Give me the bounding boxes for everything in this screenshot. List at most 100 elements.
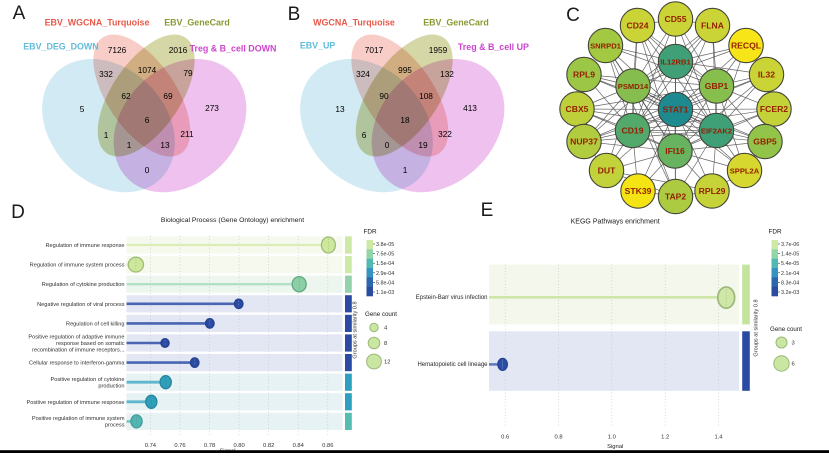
svg-text:13: 13 bbox=[160, 140, 170, 150]
svg-text:recombination of immune recept: recombination of immune receptors... bbox=[32, 347, 125, 353]
svg-text:Negative regulation of viral p: Negative regulation of viral process bbox=[37, 302, 125, 308]
svg-text:Biological Process (Gene Ontol: Biological Process (Gene Ontology) enric… bbox=[161, 217, 304, 224]
svg-text:EIF2AK2: EIF2AK2 bbox=[701, 126, 732, 135]
svg-text:IL32: IL32 bbox=[758, 69, 775, 79]
svg-text:Positive regulation of adaptiv: Positive regulation of adaptive immune bbox=[28, 335, 124, 341]
svg-text:Epstein-Barr virus infection: Epstein-Barr virus infection bbox=[416, 295, 488, 301]
svg-text:0: 0 bbox=[385, 140, 390, 150]
svg-text:7017: 7017 bbox=[365, 45, 384, 55]
svg-text:0.76: 0.76 bbox=[174, 443, 185, 449]
svg-text:108: 108 bbox=[419, 91, 433, 101]
svg-text:5.4e-05: 5.4e-05 bbox=[781, 261, 799, 267]
svg-text:FDR: FDR bbox=[769, 229, 783, 236]
svg-text:132: 132 bbox=[440, 69, 454, 79]
svg-text:PSMD14: PSMD14 bbox=[618, 82, 649, 91]
svg-text:0.86: 0.86 bbox=[322, 443, 333, 449]
svg-text:13: 13 bbox=[335, 104, 345, 114]
svg-text:995: 995 bbox=[398, 65, 412, 75]
svg-text:STAT1: STAT1 bbox=[663, 104, 689, 114]
svg-text:1.1e-03: 1.1e-03 bbox=[376, 290, 394, 296]
svg-text:1.0: 1.0 bbox=[608, 435, 616, 441]
svg-text:211: 211 bbox=[180, 129, 194, 139]
svg-text:EBV_DEG_DOWN: EBV_DEG_DOWN bbox=[23, 41, 98, 51]
svg-text:SNRPD1: SNRPD1 bbox=[590, 41, 622, 50]
svg-text:DUT: DUT bbox=[598, 165, 616, 175]
svg-text:SPPL2A: SPPL2A bbox=[730, 166, 760, 175]
svg-text:Regulation of cytokine product: Regulation of cytokine production bbox=[42, 282, 125, 288]
svg-text:FDR: FDR bbox=[364, 229, 378, 236]
svg-text:413: 413 bbox=[463, 103, 477, 113]
svg-text:CD19: CD19 bbox=[622, 125, 644, 135]
svg-text:CD24: CD24 bbox=[627, 20, 649, 30]
svg-text:12: 12 bbox=[384, 360, 390, 366]
svg-text:1: 1 bbox=[104, 130, 109, 140]
svg-text:1959: 1959 bbox=[429, 45, 448, 55]
svg-text:production: production bbox=[98, 383, 124, 389]
svg-text:process: process bbox=[105, 423, 125, 429]
svg-text:6: 6 bbox=[362, 130, 367, 140]
svg-text:CD55: CD55 bbox=[665, 14, 687, 24]
svg-text:RPL29: RPL29 bbox=[699, 186, 726, 196]
svg-text:0.78: 0.78 bbox=[204, 443, 215, 449]
svg-text:0.80: 0.80 bbox=[233, 443, 244, 449]
svg-text:3.2e-03: 3.2e-03 bbox=[781, 290, 799, 296]
svg-text:1074: 1074 bbox=[138, 65, 157, 75]
svg-text:0.84: 0.84 bbox=[293, 443, 305, 449]
svg-text:Gene count: Gene count bbox=[770, 326, 802, 333]
svg-text:RPL9: RPL9 bbox=[573, 69, 595, 79]
svg-text:WGCNA_Turquoise: WGCNA_Turquoise bbox=[313, 17, 395, 27]
svg-text:E: E bbox=[481, 200, 494, 221]
svg-text:Regulation of cell killing: Regulation of cell killing bbox=[66, 321, 124, 327]
svg-text:1.4: 1.4 bbox=[714, 435, 723, 441]
svg-text:324: 324 bbox=[356, 69, 370, 79]
svg-text:Treg & B_cell DOWN: Treg & B_cell DOWN bbox=[190, 44, 277, 54]
svg-text:TAP2: TAP2 bbox=[665, 191, 687, 201]
svg-text:IFI16: IFI16 bbox=[665, 146, 685, 156]
svg-text:IL12RB1: IL12RB1 bbox=[660, 57, 691, 66]
svg-text:GBP5: GBP5 bbox=[753, 136, 777, 146]
svg-text:GBP1: GBP1 bbox=[705, 81, 729, 91]
svg-text:273: 273 bbox=[205, 103, 219, 113]
svg-text:2.9e-04: 2.9e-04 bbox=[376, 271, 394, 277]
svg-text:0: 0 bbox=[145, 165, 150, 175]
svg-text:Positive regulation of cytokin: Positive regulation of cytokine bbox=[50, 377, 124, 383]
svg-text:0.6: 0.6 bbox=[501, 435, 509, 441]
svg-text:7.5e-05: 7.5e-05 bbox=[376, 252, 394, 258]
svg-text:2.1e-04: 2.1e-04 bbox=[781, 271, 799, 277]
svg-text:3.7e-06: 3.7e-06 bbox=[781, 242, 799, 248]
svg-text:5.8e-04: 5.8e-04 bbox=[376, 280, 394, 286]
svg-text:8.3e-04: 8.3e-04 bbox=[781, 280, 799, 286]
svg-text:0.74: 0.74 bbox=[145, 443, 157, 449]
svg-text:EBV_WGCNA_Turquoise: EBV_WGCNA_Turquoise bbox=[45, 17, 150, 27]
svg-text:90: 90 bbox=[379, 91, 389, 101]
svg-text:Regulation of immune system pr: Regulation of immune system process bbox=[30, 263, 125, 269]
svg-text:Groups at similarity 0.8: Groups at similarity 0.8 bbox=[353, 301, 359, 358]
svg-text:RECQL: RECQL bbox=[731, 40, 761, 50]
svg-text:Hematopoietic cell lineage: Hematopoietic cell lineage bbox=[417, 362, 488, 368]
svg-text:2016: 2016 bbox=[169, 45, 188, 55]
svg-text:3: 3 bbox=[792, 341, 795, 347]
svg-text:1: 1 bbox=[127, 140, 132, 150]
svg-text:8: 8 bbox=[384, 341, 387, 347]
svg-text:Groups at similarity 0.8: Groups at similarity 0.8 bbox=[754, 299, 760, 356]
svg-text:0.8: 0.8 bbox=[554, 435, 562, 441]
svg-text:62: 62 bbox=[121, 91, 131, 101]
svg-text:EBV_GeneCard: EBV_GeneCard bbox=[164, 17, 230, 27]
svg-text:Gene count: Gene count bbox=[365, 311, 397, 318]
svg-text:FCER2: FCER2 bbox=[760, 104, 788, 114]
svg-text:332: 332 bbox=[99, 69, 113, 79]
svg-text:322: 322 bbox=[438, 129, 452, 139]
svg-text:STK39: STK39 bbox=[625, 186, 652, 196]
svg-text:NUP37: NUP37 bbox=[570, 136, 598, 146]
svg-text:EBV_GeneCard: EBV_GeneCard bbox=[423, 17, 489, 27]
svg-text:6: 6 bbox=[792, 362, 795, 368]
svg-text:A: A bbox=[13, 3, 26, 24]
svg-text:19: 19 bbox=[418, 140, 428, 150]
svg-text:KEGG Pathways enrichment: KEGG Pathways enrichment bbox=[571, 219, 660, 226]
svg-text:69: 69 bbox=[163, 91, 173, 101]
svg-text:Positive regulation of immune: Positive regulation of immune response bbox=[27, 400, 125, 406]
svg-text:6: 6 bbox=[145, 115, 150, 125]
svg-text:5: 5 bbox=[80, 104, 85, 114]
svg-text:1.2: 1.2 bbox=[661, 435, 669, 441]
svg-text:18: 18 bbox=[400, 115, 410, 125]
